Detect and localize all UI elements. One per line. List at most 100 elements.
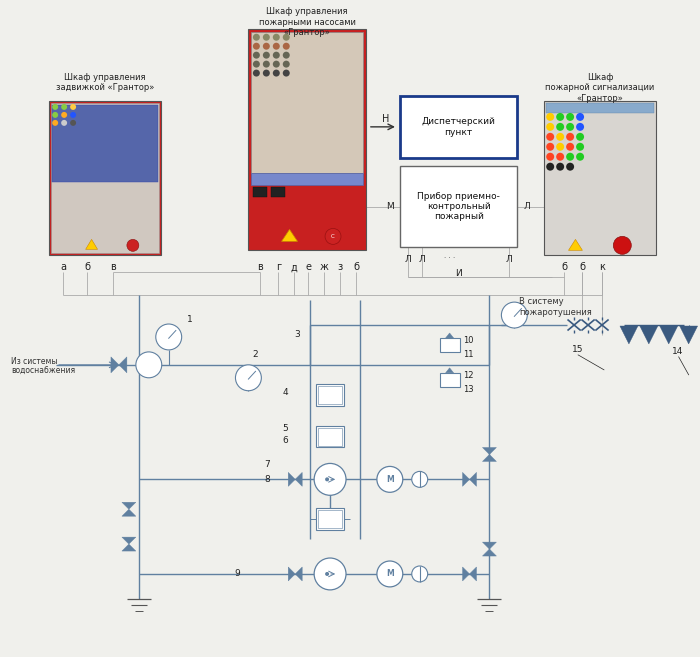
Polygon shape xyxy=(122,544,136,551)
Text: 1: 1 xyxy=(187,315,192,323)
Circle shape xyxy=(556,152,564,161)
Text: 12: 12 xyxy=(463,371,474,380)
Circle shape xyxy=(253,60,260,68)
Circle shape xyxy=(377,561,402,587)
Circle shape xyxy=(314,558,346,590)
Circle shape xyxy=(576,133,584,141)
Circle shape xyxy=(273,34,280,41)
Circle shape xyxy=(283,70,290,77)
Polygon shape xyxy=(482,455,496,461)
Bar xyxy=(316,426,344,447)
Bar xyxy=(318,510,342,528)
Circle shape xyxy=(253,70,260,77)
Circle shape xyxy=(576,152,584,161)
Polygon shape xyxy=(122,509,136,516)
Circle shape xyxy=(273,52,280,58)
Text: Прибор приемно-
контрольный
пожарный: Прибор приемно- контрольный пожарный xyxy=(417,192,500,221)
Polygon shape xyxy=(122,537,136,544)
Text: M: M xyxy=(386,570,393,578)
Circle shape xyxy=(52,112,58,118)
Circle shape xyxy=(283,43,290,50)
Polygon shape xyxy=(446,368,454,373)
Bar xyxy=(318,428,342,445)
Text: г: г xyxy=(276,262,281,272)
Text: к: к xyxy=(599,262,605,272)
Text: В систему
пожаротушения: В систему пожаротушения xyxy=(519,297,592,317)
Circle shape xyxy=(566,143,574,150)
Text: б: б xyxy=(84,262,90,272)
Circle shape xyxy=(566,163,574,171)
Circle shape xyxy=(546,113,554,121)
Circle shape xyxy=(566,123,574,131)
Circle shape xyxy=(325,572,329,576)
Circle shape xyxy=(52,104,58,110)
Circle shape xyxy=(546,143,554,150)
Text: Из системы
водоснабжения: Из системы водоснабжения xyxy=(11,357,76,376)
Circle shape xyxy=(566,152,574,161)
Bar xyxy=(400,96,517,158)
Circle shape xyxy=(412,471,428,487)
Bar xyxy=(251,173,363,185)
Polygon shape xyxy=(640,326,658,344)
Text: Л: Л xyxy=(419,256,425,264)
Circle shape xyxy=(546,152,554,161)
Circle shape xyxy=(61,104,67,110)
Circle shape xyxy=(61,120,67,126)
Circle shape xyxy=(273,43,280,50)
Text: Шкаф управления
задвижкой «Грантор»: Шкаф управления задвижкой «Грантор» xyxy=(56,73,154,93)
Circle shape xyxy=(156,324,182,350)
Polygon shape xyxy=(463,472,470,486)
Circle shape xyxy=(70,120,76,126)
Circle shape xyxy=(253,34,260,41)
Circle shape xyxy=(70,104,76,110)
Text: C: C xyxy=(331,234,335,239)
Circle shape xyxy=(556,113,564,121)
Text: Шкаф управления
пожарными насосами
«Грантор»: Шкаф управления пожарными насосами «Гран… xyxy=(259,7,356,37)
Text: 6: 6 xyxy=(283,436,288,445)
Text: 4: 4 xyxy=(283,388,288,397)
Circle shape xyxy=(546,163,554,171)
Circle shape xyxy=(262,70,270,77)
Circle shape xyxy=(325,478,329,482)
Polygon shape xyxy=(470,472,477,486)
Bar xyxy=(51,103,159,254)
Circle shape xyxy=(566,133,574,141)
Polygon shape xyxy=(295,567,302,581)
Text: Диспетчерский
пункт: Диспетчерский пункт xyxy=(421,117,496,137)
Polygon shape xyxy=(482,542,496,549)
Circle shape xyxy=(136,352,162,378)
Text: 5: 5 xyxy=(283,424,288,433)
Bar xyxy=(251,32,363,173)
Text: а: а xyxy=(60,262,66,272)
Bar xyxy=(52,105,158,182)
Circle shape xyxy=(576,123,584,131)
Circle shape xyxy=(262,60,270,68)
Polygon shape xyxy=(446,333,454,338)
Circle shape xyxy=(576,113,584,121)
Bar xyxy=(318,386,342,403)
Text: б: б xyxy=(353,262,359,272)
Polygon shape xyxy=(281,229,298,241)
Text: 2: 2 xyxy=(253,350,258,359)
Bar xyxy=(272,187,286,197)
Circle shape xyxy=(273,70,280,77)
Polygon shape xyxy=(119,357,127,373)
Text: б: б xyxy=(579,262,585,272)
Text: Л: Л xyxy=(405,256,411,264)
Text: б: б xyxy=(561,262,567,272)
Bar xyxy=(248,30,366,250)
Polygon shape xyxy=(660,326,678,344)
Text: е: е xyxy=(305,262,312,272)
Text: 15: 15 xyxy=(573,345,584,354)
Polygon shape xyxy=(85,239,97,250)
Polygon shape xyxy=(295,472,302,486)
Bar xyxy=(253,187,267,197)
Circle shape xyxy=(127,239,139,252)
Bar xyxy=(544,101,656,256)
Circle shape xyxy=(52,120,58,126)
Text: 14: 14 xyxy=(672,347,684,356)
Circle shape xyxy=(501,302,527,328)
Text: 8: 8 xyxy=(265,475,270,484)
Circle shape xyxy=(283,52,290,58)
Circle shape xyxy=(377,466,402,492)
